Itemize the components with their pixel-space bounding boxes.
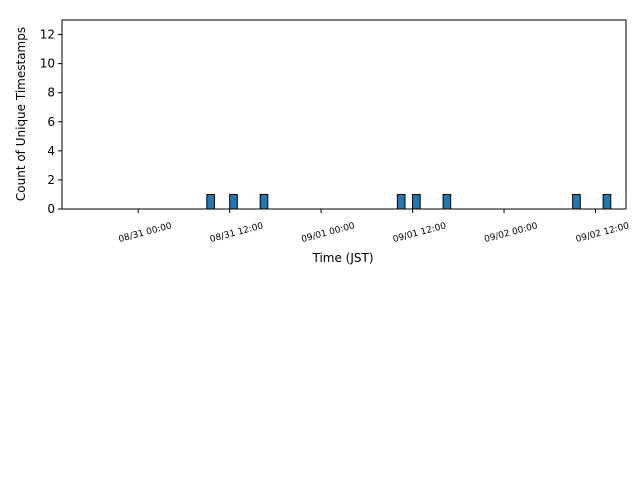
y-tick-label: 8: [47, 86, 55, 100]
bar: [229, 193, 238, 210]
x-tick-label: 08/31 00:00: [118, 221, 174, 245]
plot-frame: [61, 19, 627, 210]
bar: [206, 193, 215, 210]
x-tick-label: 08/31 12:00: [209, 221, 265, 245]
x-tick-label: 09/02 00:00: [483, 221, 539, 245]
x-axis-label: Time (JST): [311, 251, 373, 265]
y-tick-label: 12: [40, 28, 55, 42]
bar: [259, 193, 269, 210]
bar: [412, 193, 421, 210]
bar: [602, 193, 612, 210]
x-tick-label: 09/02 12:00: [575, 221, 631, 245]
y-axis-label: Count of Unique Timestamps: [14, 27, 28, 201]
y-tick-label: 0: [47, 202, 55, 216]
x-tick-label: 09/01 12:00: [392, 221, 448, 245]
y-tick-label: 4: [47, 144, 55, 158]
bar: [442, 193, 452, 210]
bar: [396, 193, 406, 210]
x-tick-label: 09/01 00:00: [300, 221, 356, 245]
bar: [572, 193, 581, 210]
y-tick-label: 10: [40, 57, 55, 71]
y-tick-label: 6: [47, 115, 55, 129]
y-tick-label: 2: [47, 173, 55, 187]
